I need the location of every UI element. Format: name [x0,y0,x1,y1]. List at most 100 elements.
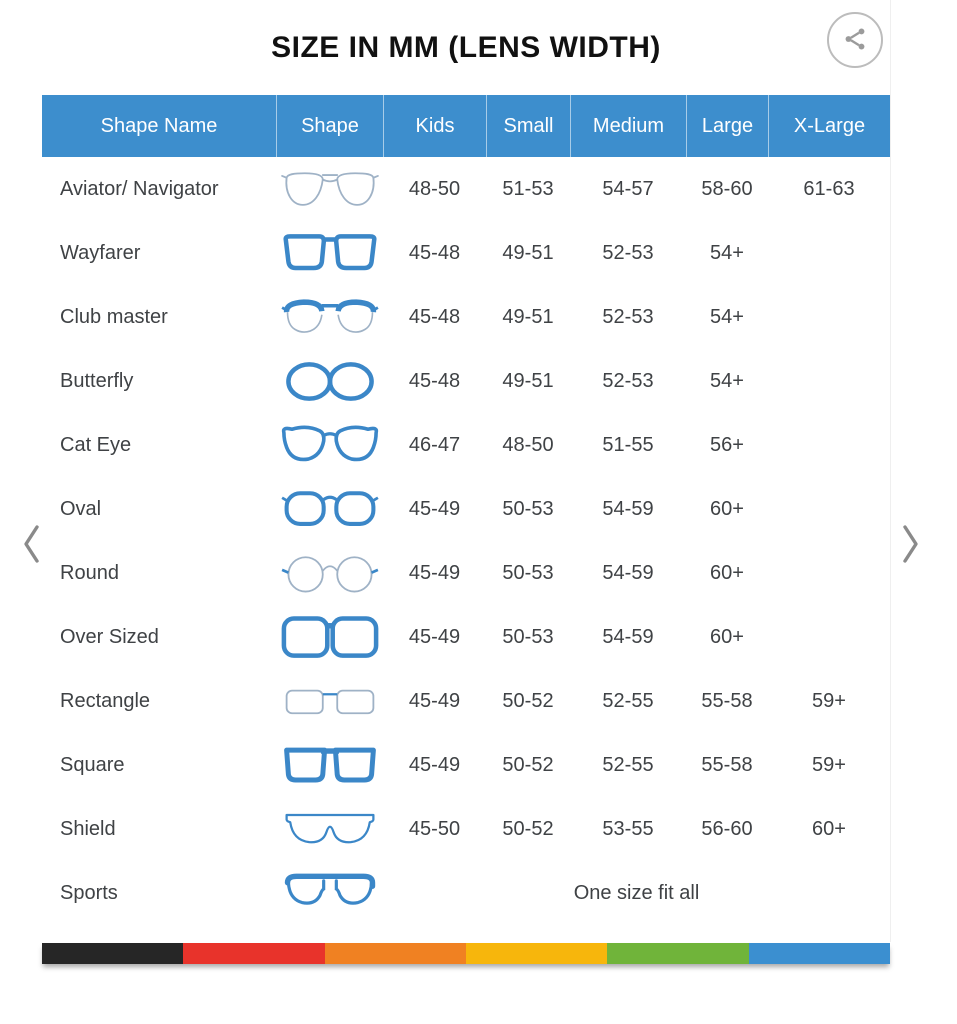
size-cell: 54+ [710,241,744,264]
size-cell: 60+ [812,817,846,840]
table-row: Club master 45-48 49-51 52-53 54+ [42,285,890,349]
size-cell: 54+ [710,369,744,392]
header-cell-x-large: X-Large [768,95,890,157]
size-cell: 50-52 [502,817,554,840]
table-row: Sports One size fit all [42,861,890,925]
size-cell: 54-59 [602,561,654,584]
stripe-segment [465,943,608,964]
header-cell-shape: Shape [276,95,383,157]
size-cell [768,413,890,477]
size-cell: 55-58 [701,753,753,776]
size-cell [768,477,890,541]
card-right-edge [890,0,891,942]
shape-icon-cell [276,157,383,221]
stripe-segment [748,943,890,964]
table-row: Butterfly 45-48 49-51 52-53 54+ [42,349,890,413]
size-cell: 61-63 [803,177,855,200]
size-cell: 50-53 [502,497,554,520]
carousel-prev-button[interactable] [12,521,52,569]
size-cell: 50-52 [502,689,554,712]
stripe-segment [183,943,325,964]
table-body: Aviator/ Navigator 48-50 51-53 54-57 58-60 61… [42,157,890,925]
size-cell: 45-48 [408,241,461,264]
shape-icon-cell [276,285,383,349]
shape-name-cell: Rectangle [60,689,151,712]
butterfly-glasses-icon [280,358,380,405]
size-cell: 51-55 [602,433,654,456]
table-header-row: Shape Name Shape Kids Small Medium Large X-Lar… [42,95,890,157]
size-cell: 54-59 [602,625,654,648]
table-row: Wayfarer 45-48 49-51 52-53 54+ [42,221,890,285]
cateye-glasses-icon [280,422,380,469]
shape-icon-cell [276,541,383,605]
carousel-next-button[interactable] [890,521,930,569]
shape-icon-cell [276,861,383,925]
shape-icon-cell [276,349,383,413]
size-cell [768,221,890,285]
size-cell: 50-53 [502,625,554,648]
size-cell: 46-47 [408,433,461,456]
table-row: Round 45-49 50-53 54-59 60+ [42,541,890,605]
one-size-cell: One size fit all [573,881,700,904]
share-icon [842,26,868,55]
size-cell: 45-48 [408,305,461,328]
size-cell: 54-59 [602,497,654,520]
shield-glasses-icon [280,806,380,853]
title-block: SIZE IN MM (LENS WIDTH) [42,0,890,95]
size-cell: 45-49 [408,625,461,648]
header-cell-kids: Kids [383,95,486,157]
shape-name-cell: Butterfly [60,369,134,392]
shape-name-cell: Cat Eye [60,433,132,456]
table-row: Shield 45-50 50-52 53-55 56-60 60+ [42,797,890,861]
oversized-glasses-icon [280,614,380,661]
size-cell: 48-50 [408,177,461,200]
shape-icon-cell [276,413,383,477]
size-cell: 45-49 [408,753,461,776]
size-cell: 45-50 [408,817,461,840]
size-cell: 49-51 [502,305,554,328]
aviator-glasses-icon [280,166,380,213]
table-row: Over Sized 45-49 50-53 54-59 60+ [42,605,890,669]
shape-name-cell: Aviator/ Navigator [60,177,219,200]
shape-icon-cell [276,605,383,669]
size-cell: 54-57 [602,177,654,200]
shape-icon-cell [276,669,383,733]
size-cell: 59+ [812,689,846,712]
square-glasses-icon [280,742,380,789]
shape-icon-cell [276,477,383,541]
page-title: SIZE IN MM (LENS WIDTH) [271,30,661,64]
size-cell: 45-48 [408,369,461,392]
size-cell: 52-53 [602,241,654,264]
size-cell: 52-55 [602,689,654,712]
chevron-right-icon [900,524,920,567]
size-cell: 60+ [710,497,744,520]
size-table: Shape Name Shape Kids Small Medium Large X-Lar… [42,95,890,925]
size-cell: 54+ [710,305,744,328]
clubmaster-glasses-icon [280,294,380,341]
stripe-segment [607,943,749,964]
share-button[interactable] [827,12,883,68]
size-cell: 58-60 [701,177,753,200]
size-cell: 49-51 [502,369,554,392]
header-cell-large: Large [686,95,768,157]
size-cell: 45-49 [408,497,461,520]
size-cell: 50-53 [502,561,554,584]
size-cell: 59+ [812,753,846,776]
stripe-segment [42,943,184,964]
size-cell: 52-55 [602,753,654,776]
size-cell: 49-51 [502,241,554,264]
size-cell: 56+ [710,433,744,456]
header-cell-shape-name: Shape Name [100,114,218,137]
chevron-left-icon [22,524,42,567]
shape-name-cell: Oval [60,497,102,520]
footer-stripe [42,943,890,964]
round-glasses-icon [280,550,380,597]
shape-name-cell: Square [60,753,125,776]
shape-name-cell: Wayfarer [60,241,141,264]
shape-name-cell: Shield [60,817,116,840]
size-cell: 48-50 [502,433,554,456]
shape-icon-cell [276,797,383,861]
shape-name-cell: Over Sized [60,625,159,648]
size-cell [768,605,890,669]
size-cell: 50-52 [502,753,554,776]
